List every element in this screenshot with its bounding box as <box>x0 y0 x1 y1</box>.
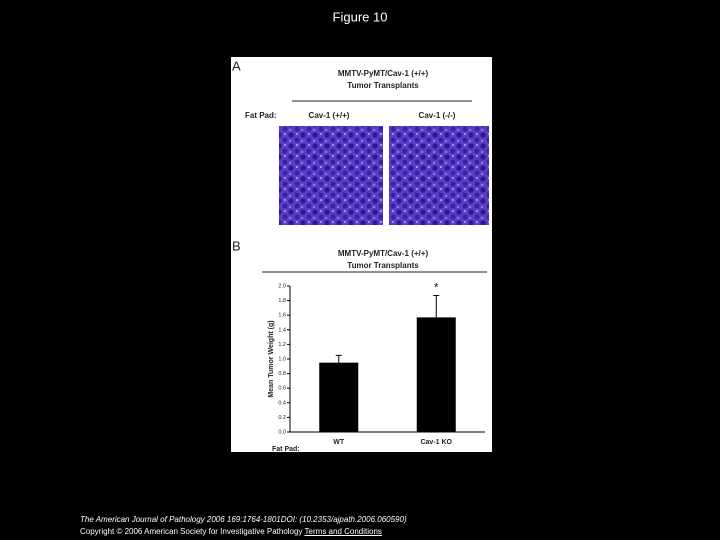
panel-subtitle: Tumor Transplants <box>347 81 419 90</box>
panel-label: B <box>232 238 241 253</box>
copyright-line: Copyright © 2006 American Society for In… <box>80 527 382 536</box>
x-tick-label: WT <box>333 439 345 446</box>
y-tick-label: 1.2 <box>278 342 286 348</box>
y-axis-label: Mean Tumor Weight (g) <box>268 320 275 397</box>
y-tick-label: 1.0 <box>278 356 286 362</box>
row-label: Fat Pad: <box>245 111 277 120</box>
column-label: Cav-1 (-/-) <box>419 111 456 120</box>
y-tick-label: 1.6 <box>278 313 286 319</box>
bar <box>319 362 359 432</box>
bar <box>416 317 456 432</box>
chart-subtitle: Tumor Transplants <box>347 261 419 270</box>
y-tick-label: 0.0 <box>278 429 286 435</box>
y-tick-label: 2.0 <box>278 283 286 289</box>
slide-title: Figure 10 <box>333 9 388 24</box>
terms-link[interactable]: Terms and Conditions <box>304 527 382 536</box>
histology-image <box>389 126 489 225</box>
y-tick-label: 0.2 <box>278 415 286 421</box>
citation: The American Journal of Pathology 2006 1… <box>80 515 407 524</box>
y-tick-label: 0.6 <box>278 386 286 392</box>
plot: 0.0 0.2 0.4 0.6 0.8 1.0 1.2 1.4 1.6 1.8 2.0 WT Cav-1… <box>278 281 485 446</box>
y-tick-label: 1.4 <box>278 327 286 333</box>
panel-title: MMTV-PyMT/Cav-1 (+/+) <box>338 69 429 78</box>
annotation: * <box>434 281 439 295</box>
y-tick-label: 1.8 <box>278 298 286 304</box>
copyright: Copyright © 2006 American Society for In… <box>80 527 303 536</box>
column-label: Cav-1 (+/+) <box>309 111 350 120</box>
y-tick-label: 0.8 <box>278 371 286 377</box>
error-bar <box>433 294 440 318</box>
panel-label: A <box>232 58 241 73</box>
histology-image <box>279 126 383 225</box>
y-tick-label: 0.4 <box>278 400 286 406</box>
row-label: Fat Pad: <box>272 446 300 453</box>
error-bar <box>335 354 342 363</box>
chart-title: MMTV-PyMT/Cav-1 (+/+) <box>338 249 429 258</box>
x-tick-label: Cav-1 KO <box>420 439 452 446</box>
